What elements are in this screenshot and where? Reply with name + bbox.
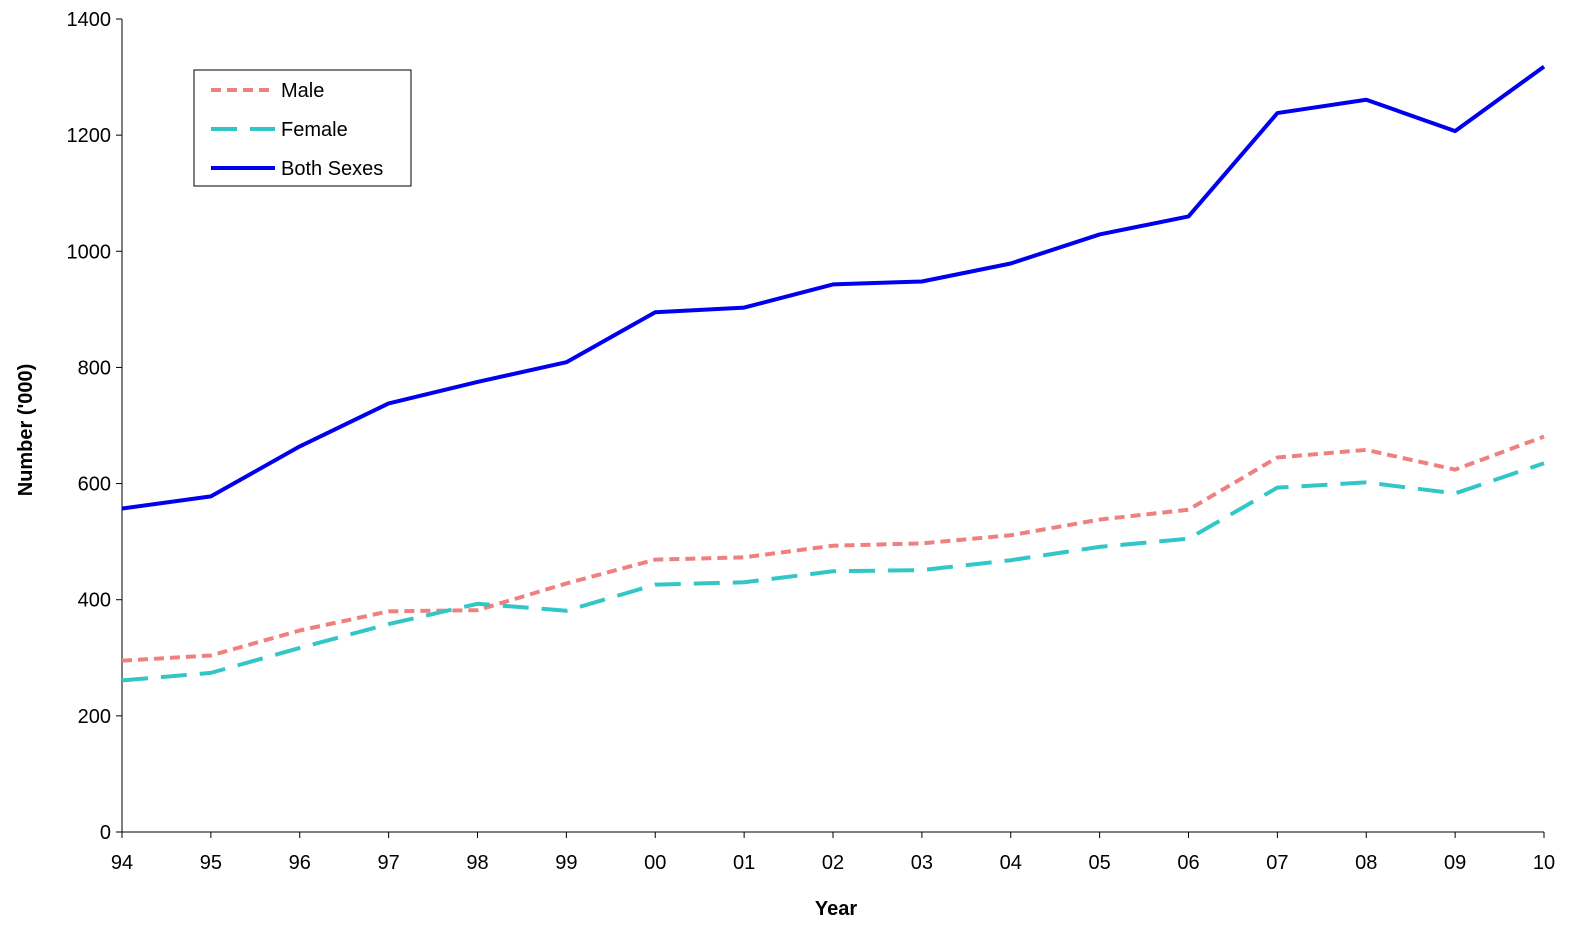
x-tick-label: 02 — [822, 852, 844, 874]
series-layer — [121, 64, 1546, 683]
y-axis-ticks: 0 200 400 600 800 1000 1200 1400 — [67, 9, 122, 844]
y-tick-label: 1200 — [67, 125, 112, 147]
x-tick-label: 00 — [644, 852, 666, 874]
x-tick-label: 06 — [1177, 852, 1199, 874]
y-tick-label: 600 — [78, 474, 111, 496]
legend-label-female: Female — [281, 119, 348, 141]
y-tick-label: 0 — [100, 822, 111, 844]
legend: Male Female Both Sexes — [193, 69, 412, 187]
legend-label-male: Male — [281, 80, 324, 102]
y-tick-label: 800 — [78, 357, 111, 379]
series-line-both-sexes — [121, 64, 1546, 511]
x-axis-ticks: 94 95 96 97 98 99 00 01 02 03 04 05 06 07 08 09 10 — [111, 832, 1555, 874]
y-axis-title: Number ('000) — [15, 364, 37, 497]
x-axis-title: Year — [815, 898, 857, 920]
x-tick-label: 07 — [1266, 852, 1288, 874]
x-tick-label: 99 — [555, 852, 577, 874]
y-tick-label: 1000 — [67, 241, 112, 263]
y-tick-label: 400 — [78, 590, 111, 612]
y-tick-label: 1400 — [67, 9, 112, 31]
x-tick-label: 05 — [1089, 852, 1111, 874]
x-tick-label: 10 — [1533, 852, 1555, 874]
series-line-female — [121, 461, 1545, 683]
x-tick-label: 96 — [289, 852, 311, 874]
x-tick-label: 97 — [378, 852, 400, 874]
x-tick-label: 08 — [1355, 852, 1377, 874]
x-tick-label: 98 — [466, 852, 488, 874]
series-line-male — [121, 434, 1545, 663]
x-tick-label: 95 — [200, 852, 222, 874]
x-tick-label: 09 — [1444, 852, 1466, 874]
x-tick-label: 03 — [911, 852, 933, 874]
x-tick-label: 04 — [1000, 852, 1022, 874]
x-tick-label: 01 — [733, 852, 755, 874]
x-tick-label: 94 — [111, 852, 133, 874]
legend-label-both-sexes: Both Sexes — [281, 158, 383, 180]
y-tick-label: 200 — [78, 706, 111, 728]
